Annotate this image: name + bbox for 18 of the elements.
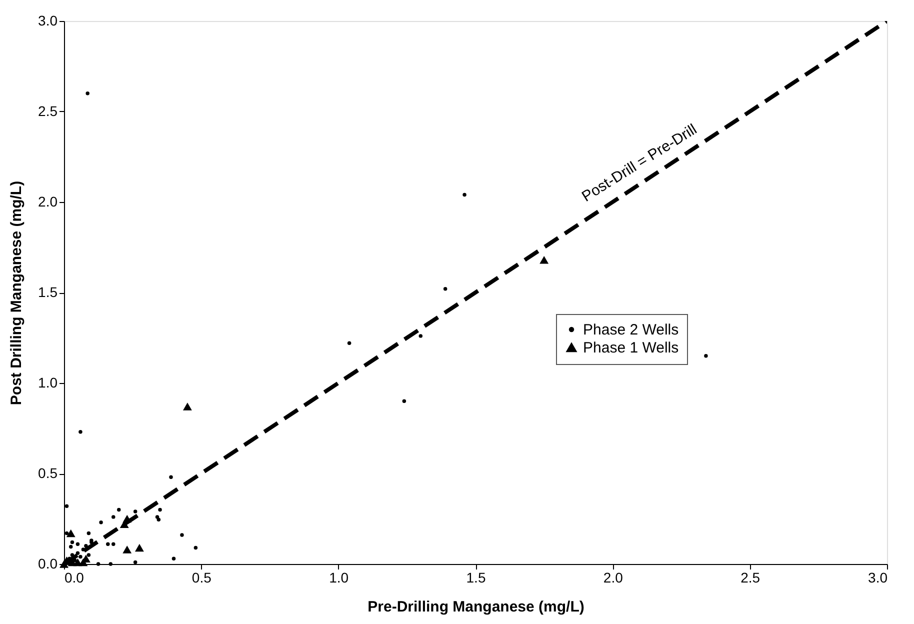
- x-tick-label: 1.5: [466, 570, 486, 586]
- x-axis-title: Pre-Drilling Manganese (mg/L): [368, 598, 584, 616]
- legend-label: Phase 1 Wells: [583, 340, 679, 356]
- legend-label: Phase 2 Wells: [583, 322, 679, 338]
- x-tick-label: 2.5: [740, 570, 760, 586]
- y-tick-label: 2.0: [38, 194, 58, 210]
- x-tick-label: 0.0: [64, 570, 84, 586]
- x-tick-label: 3.0: [868, 570, 888, 586]
- x-tick-label: 1.0: [329, 570, 349, 586]
- x-tick-label: 0.5: [192, 570, 212, 586]
- y-tick-label: 2.5: [38, 103, 58, 119]
- y-tick-label: 0.0: [38, 556, 58, 572]
- y-tick-label: 3.0: [38, 12, 58, 28]
- x-tick-label: 2.0: [603, 570, 624, 586]
- y-tick-label: 1.5: [38, 284, 58, 300]
- y-axis-title: Post Drilling Manganese (mg/L): [8, 180, 26, 406]
- y-tick-label: 1.0: [38, 374, 58, 390]
- y-tick-label: 0.5: [38, 465, 58, 481]
